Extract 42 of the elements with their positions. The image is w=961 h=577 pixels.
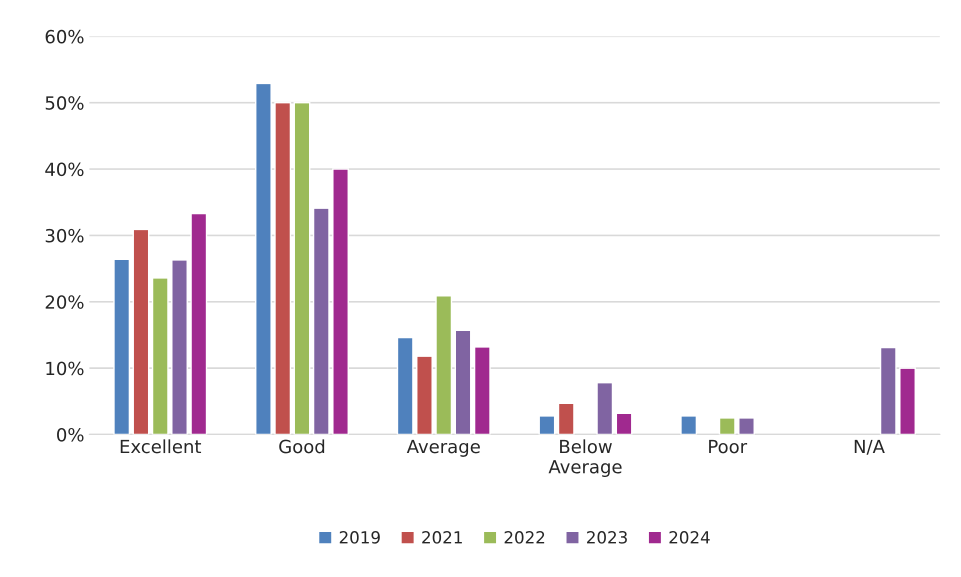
bar <box>680 415 698 434</box>
bar <box>113 258 130 434</box>
y-tick-label: 40% <box>45 162 84 176</box>
bar <box>396 336 414 434</box>
bar <box>474 346 491 434</box>
y-tick-label: 50% <box>46 96 84 110</box>
bar <box>435 295 452 434</box>
bar <box>416 355 433 434</box>
bar <box>558 402 575 434</box>
bar <box>332 168 349 434</box>
bar <box>274 102 292 434</box>
x-tick-label: Good <box>279 439 324 454</box>
bar <box>454 330 472 434</box>
legend-label: 2022 <box>504 531 544 544</box>
x-tick-label: Excellent <box>120 439 202 454</box>
bar <box>171 259 188 434</box>
y-tick-label: 0% <box>57 428 84 442</box>
bar <box>596 382 614 434</box>
bar <box>152 277 169 434</box>
legend-label: 2023 <box>587 531 627 544</box>
legend-label: 2019 <box>340 531 380 544</box>
x-tick-label: N/A <box>854 440 885 455</box>
x-tick-label: Below Average <box>548 439 622 478</box>
legend-label: 2024 <box>669 531 710 544</box>
y-tick-label: 10% <box>46 362 84 376</box>
bar <box>312 208 330 434</box>
x-tick-label: Poor <box>709 440 748 454</box>
bar <box>616 412 632 434</box>
bar <box>190 212 208 434</box>
bar <box>738 417 755 434</box>
y-tick-label: 20% <box>46 295 84 309</box>
bar <box>538 415 556 434</box>
bar <box>132 228 150 434</box>
y-tick-label: 30% <box>46 228 84 243</box>
y-tick-label: 60% <box>46 30 84 44</box>
bar <box>899 367 916 434</box>
bar <box>880 346 897 434</box>
bar <box>255 82 272 434</box>
bar <box>718 417 736 434</box>
bar <box>294 102 310 434</box>
x-tick-label: Average <box>406 440 480 457</box>
legend-label: 2021 <box>422 531 462 544</box>
